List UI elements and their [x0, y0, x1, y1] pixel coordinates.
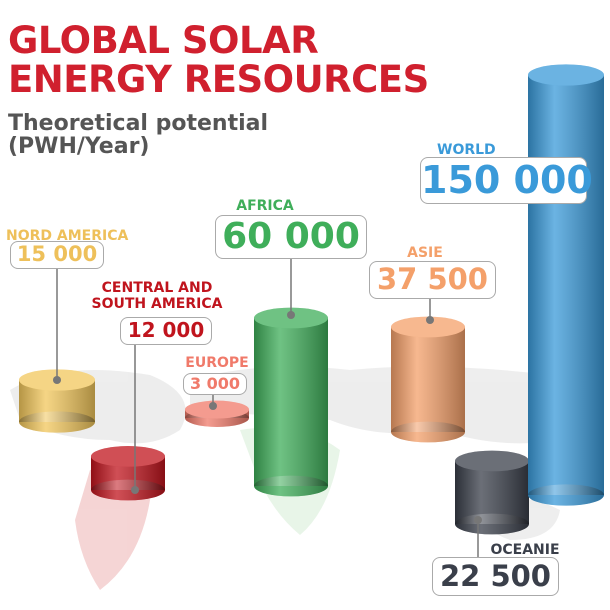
category-label: CENTRAL AND SOUTH AMERICA: [91, 280, 223, 312]
cylinder-shade: [254, 318, 328, 486]
cylinder-top: [528, 64, 604, 86]
cylinder-top: [185, 400, 249, 419]
cylinder-bottom-shade: [391, 421, 465, 443]
cylinder-top-light: [391, 316, 465, 338]
cylinder-top: [91, 446, 165, 467]
cylinder-top: [455, 450, 529, 472]
category-label: WORLD: [437, 142, 496, 158]
category-label: AFRICA: [236, 198, 294, 214]
value-label: 22 500: [432, 557, 559, 596]
value-label: 15 000: [10, 241, 104, 269]
value-label: 60 000: [215, 215, 367, 259]
value-label: 12 000: [120, 317, 212, 345]
chart-subtitle: Theoretical potential (PWH/Year): [8, 111, 269, 160]
connector-dot: [131, 486, 139, 494]
value-label: 37 500: [369, 261, 496, 299]
cylinder-bottom-shade: [254, 475, 328, 497]
cylinder-bottom-shade: [19, 411, 95, 433]
category-label: EUROPE: [185, 355, 249, 371]
cylinder-bottom-shade: [528, 484, 604, 506]
connector-dot: [53, 376, 61, 384]
value-label: 150 000: [420, 157, 593, 204]
chart-title: GLOBAL SOLAR ENERGY RESOURCES: [8, 19, 429, 101]
cylinder-top-light: [185, 400, 249, 419]
connector-dot: [287, 311, 295, 319]
cylinder-shade: [528, 75, 604, 495]
cylinder-top-light: [91, 446, 165, 467]
connector-dot: [474, 516, 482, 524]
category-label: ASIE: [407, 245, 443, 261]
category-label: NORD AMERICA: [6, 228, 129, 244]
connector-dot: [209, 402, 217, 410]
cylinder-shade: [391, 327, 465, 432]
value-label: 3 000: [183, 373, 247, 395]
connector-dot: [426, 316, 434, 324]
cylinder-bottom-shade: [91, 479, 165, 501]
cylinder-bottom-shade: [455, 513, 529, 535]
cylinder-top-light: [455, 450, 529, 472]
cylinder-top: [391, 316, 465, 338]
cylinder-top-light: [528, 64, 604, 86]
category-label: OCEANIE: [490, 542, 560, 558]
cylinder-shade: [455, 461, 529, 524]
